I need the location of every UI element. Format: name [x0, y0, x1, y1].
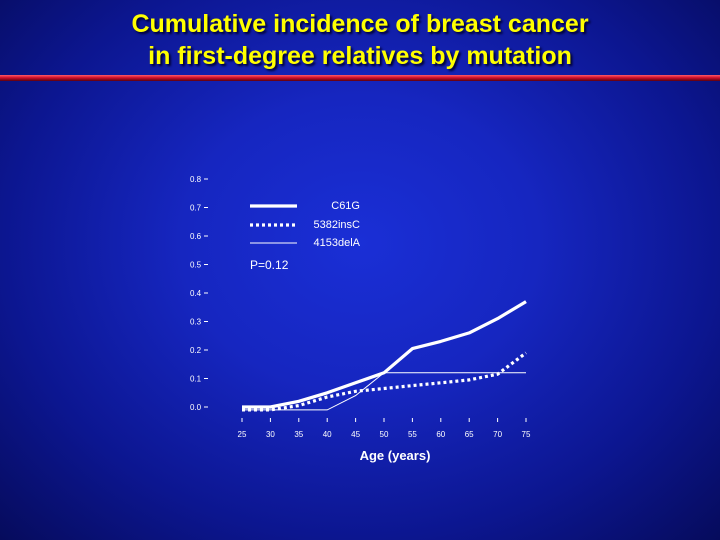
- chart-title: Cumulative incidence of breast cancer in…: [0, 8, 720, 72]
- title-divider: [0, 75, 720, 81]
- title-line-1: Cumulative incidence of breast cancer: [131, 10, 589, 38]
- legend-label: 5382insC: [314, 219, 361, 231]
- y-tick-label: 0.6: [190, 232, 202, 241]
- title-line-2: in first-degree relatives by mutation: [148, 42, 572, 70]
- x-tick-label: 55: [408, 430, 417, 439]
- y-tick-label: 0.8: [190, 175, 202, 184]
- x-tick-label: 65: [465, 430, 474, 439]
- x-tick-label: 50: [380, 430, 389, 439]
- legend-label: 4153delA: [314, 237, 361, 249]
- p-value-annotation: P=0.12: [250, 258, 289, 272]
- y-tick-label: 0.4: [190, 289, 202, 298]
- y-tick-label: 0.3: [190, 318, 202, 327]
- x-tick-label: 30: [266, 430, 275, 439]
- x-tick-label: 45: [351, 430, 360, 439]
- x-tick-label: 60: [436, 430, 445, 439]
- x-tick-label: 75: [522, 430, 531, 439]
- x-tick-label: 40: [323, 430, 332, 439]
- x-axis-label: Age (years): [360, 448, 431, 463]
- series-line-5382insc: [242, 351, 527, 412]
- y-tick-label: 0.0: [190, 403, 202, 412]
- x-tick-label: 25: [238, 430, 247, 439]
- y-tick-label: 0.2: [190, 346, 202, 355]
- legend-label: C61G: [331, 200, 360, 212]
- series-line-4153dela: [242, 372, 526, 411]
- series-line-c61g: [242, 300, 527, 409]
- x-tick-label: 70: [493, 430, 502, 439]
- y-tick-label: 0.7: [190, 204, 202, 213]
- y-tick-label: 0.5: [190, 261, 202, 270]
- x-tick-label: 35: [294, 430, 303, 439]
- y-tick-label: 0.1: [190, 375, 202, 384]
